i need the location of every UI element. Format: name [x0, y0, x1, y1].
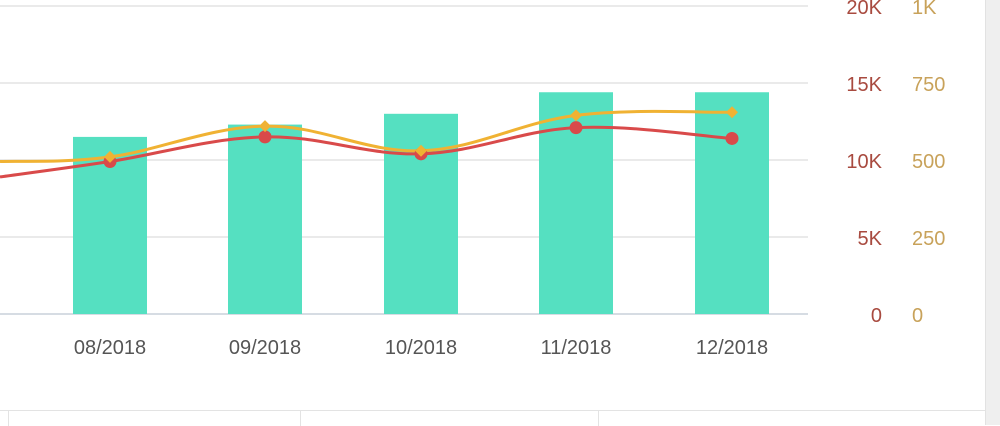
orange-line-point	[415, 144, 427, 157]
left-axis-tick-label: 5K	[858, 228, 883, 250]
bottom-panel	[0, 410, 985, 426]
orange-line-point	[726, 106, 738, 119]
panel-divider	[8, 411, 9, 426]
left-axis-tick-label: 10K	[846, 151, 882, 173]
left-axis-tick-label: 20K	[846, 0, 882, 19]
panel-divider	[598, 411, 599, 426]
right-axis-tick-label: 250	[912, 228, 945, 250]
right-axis-tick-label: 0	[912, 305, 923, 327]
left-y-axis: 0 5K 10K 15K 20K	[846, 0, 882, 327]
bar	[695, 92, 769, 315]
right-axis-tick-label: 500	[912, 151, 945, 173]
red-line-point	[569, 121, 583, 135]
x-axis: 08/2018 09/2018 10/2018 11/2018 12/2018	[74, 337, 768, 359]
chart-canvas: 0 5K 10K 15K 20K 0 250 500 750 1K 08/2018 09/2018…	[0, 0, 945, 359]
x-axis-tick-label: 10/2018	[385, 337, 457, 359]
red-line-point	[725, 131, 739, 145]
x-axis-tick-label: 11/2018	[541, 337, 612, 359]
x-axis-tick-label: 08/2018	[74, 337, 146, 359]
right-y-axis: 0 250 500 750 1K	[912, 0, 945, 327]
right-axis-tick-label: 750	[912, 74, 945, 96]
bar	[384, 113, 458, 314]
orange-line-point	[259, 120, 271, 133]
vertical-scrollbar[interactable]	[985, 0, 1000, 425]
orange-line-point	[570, 109, 582, 122]
red-line-point	[258, 130, 272, 144]
combo-chart: 0 5K 10K 15K 20K 0 250 500 750 1K 08/2018 09/2018…	[0, 0, 946, 359]
right-axis-tick-label: 1K	[912, 0, 937, 19]
bar	[228, 124, 302, 314]
bar-series	[73, 92, 769, 315]
left-axis-tick-label: 0	[871, 305, 882, 327]
x-axis-tick-label: 12/2018	[696, 337, 768, 359]
x-axis-tick-label: 09/2018	[229, 337, 301, 359]
panel-divider	[300, 411, 301, 426]
line-series	[0, 106, 739, 179]
left-axis-tick-label: 15K	[846, 74, 882, 96]
orange-line-point	[104, 150, 116, 163]
